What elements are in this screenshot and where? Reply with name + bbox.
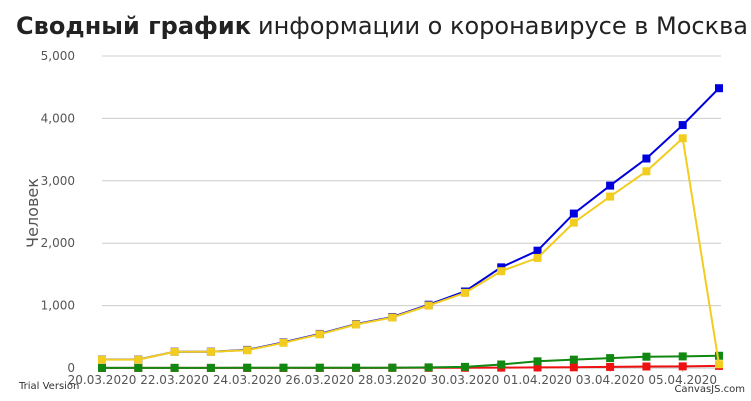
series-point-1 (678, 362, 687, 371)
series-point-2 (497, 360, 506, 369)
y-axis-label: Человек (23, 178, 42, 248)
series-point-2 (279, 363, 288, 372)
series-point-0 (606, 181, 615, 190)
series-point-2 (642, 352, 651, 361)
series-point-2 (206, 363, 215, 372)
series-point-3 (715, 360, 723, 369)
y-tick-label: 1,000 (41, 299, 75, 313)
series-point-3 (98, 355, 106, 364)
series-point-2 (715, 351, 723, 360)
x-tick-label: 30.03.2020 (431, 373, 500, 387)
y-tick-label: 2,000 (41, 236, 75, 250)
trial-version-label: Trial Version (19, 381, 80, 392)
x-tick-label: 01.04.2020 (503, 373, 572, 387)
series-point-3 (315, 330, 324, 339)
series-point-0 (533, 246, 542, 255)
series-point-3 (134, 355, 143, 364)
grid-layer (102, 55, 721, 307)
x-tick-label: 22.03.2020 (140, 373, 209, 387)
series-line-0 (102, 87, 720, 361)
series-point-2 (134, 363, 143, 372)
y-tick-label: 5,000 (41, 49, 75, 63)
series-point-0 (569, 209, 578, 218)
axis-layer: 0 1,000 2,000 3,000 4,000 5,000 20.03.2020 22.0… (41, 49, 721, 387)
series-point-2 (678, 352, 687, 361)
y-tick-label: 4,000 (41, 111, 75, 125)
series-point-3 (497, 267, 506, 276)
series-point-2 (170, 363, 179, 372)
series-line-3 (102, 136, 720, 365)
chart-title: Сводный график информации о коронавирусе … (16, 12, 748, 40)
y-tick-label: 3,000 (41, 174, 75, 188)
series-point-3 (243, 346, 252, 355)
series-point-1 (606, 362, 615, 371)
series-point-2 (533, 357, 542, 366)
series-point-3 (352, 320, 361, 329)
series-point-1 (569, 363, 578, 372)
series-point-2 (352, 363, 361, 372)
series-point-3 (424, 301, 433, 310)
series-point-3 (460, 288, 469, 297)
series-point-1 (642, 362, 651, 371)
series-layer (98, 84, 723, 372)
series-point-2 (424, 363, 433, 372)
series-point-3 (642, 167, 651, 176)
series-point-0 (678, 121, 687, 130)
series-point-0 (715, 84, 723, 93)
series-point-3 (569, 218, 578, 227)
canvasjs-credit-link[interactable]: CanvasJS.com (674, 384, 745, 395)
series-point-2 (606, 354, 615, 363)
x-tick-label: 03.04.2020 (576, 373, 645, 387)
series-point-0 (642, 154, 651, 163)
series-point-1 (533, 363, 542, 372)
series-point-3 (279, 338, 288, 347)
series-point-2 (243, 363, 252, 372)
series-point-2 (98, 363, 106, 372)
x-tick-label: 28.03.2020 (358, 373, 427, 387)
series-point-3 (678, 134, 687, 143)
series-line-2 (102, 354, 720, 369)
series-point-2 (388, 363, 397, 372)
series-point-3 (170, 347, 179, 356)
series-point-2 (460, 362, 469, 371)
chart-title-bold: Сводный график (16, 12, 251, 40)
x-tick-label: 20.03.2020 (68, 373, 137, 387)
series-point-3 (533, 253, 542, 262)
series-point-3 (206, 347, 215, 356)
series-point-3 (388, 313, 397, 322)
chart-title-rest: информации о коронавирусе в Москва (258, 12, 748, 40)
series-point-2 (315, 363, 324, 372)
series-point-3 (606, 192, 615, 201)
x-tick-label: 26.03.2020 (285, 373, 354, 387)
x-tick-label: 24.03.2020 (213, 373, 282, 387)
series-point-2 (569, 355, 578, 364)
y-tick-label: 0 (67, 361, 75, 375)
x-tick-label: 05.04.2020 (648, 373, 717, 387)
